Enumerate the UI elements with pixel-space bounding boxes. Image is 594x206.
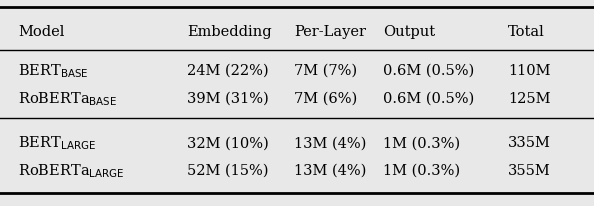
Text: BERT$_{\mathrm{BASE}}$: BERT$_{\mathrm{BASE}}$ — [18, 62, 89, 80]
Text: 0.6M (0.5%): 0.6M (0.5%) — [383, 64, 475, 78]
Text: Embedding: Embedding — [187, 25, 271, 39]
Text: RoBERTa$_{\mathrm{BASE}}$: RoBERTa$_{\mathrm{BASE}}$ — [18, 90, 117, 108]
Text: 13M (4%): 13M (4%) — [294, 136, 366, 150]
Text: 24M (22%): 24M (22%) — [187, 64, 268, 78]
Text: 355M: 355M — [508, 164, 551, 178]
Text: 110M: 110M — [508, 64, 551, 78]
Text: BERT$_{\mathrm{LARGE}}$: BERT$_{\mathrm{LARGE}}$ — [18, 134, 96, 152]
Text: Output: Output — [383, 25, 435, 39]
Text: 1M (0.3%): 1M (0.3%) — [383, 136, 460, 150]
Text: Model: Model — [18, 25, 64, 39]
Text: 0.6M (0.5%): 0.6M (0.5%) — [383, 92, 475, 106]
Text: 1M (0.3%): 1M (0.3%) — [383, 164, 460, 178]
Text: 13M (4%): 13M (4%) — [294, 164, 366, 178]
Text: 7M (7%): 7M (7%) — [294, 64, 357, 78]
Text: RoBERTa$_{\mathrm{LARGE}}$: RoBERTa$_{\mathrm{LARGE}}$ — [18, 162, 124, 180]
Text: Total: Total — [508, 25, 545, 39]
Text: 32M (10%): 32M (10%) — [187, 136, 269, 150]
Text: 7M (6%): 7M (6%) — [294, 92, 357, 106]
Text: 125M: 125M — [508, 92, 551, 106]
Text: 52M (15%): 52M (15%) — [187, 164, 268, 178]
Text: Per-Layer: Per-Layer — [294, 25, 366, 39]
Text: 39M (31%): 39M (31%) — [187, 92, 269, 106]
Text: 335M: 335M — [508, 136, 551, 150]
